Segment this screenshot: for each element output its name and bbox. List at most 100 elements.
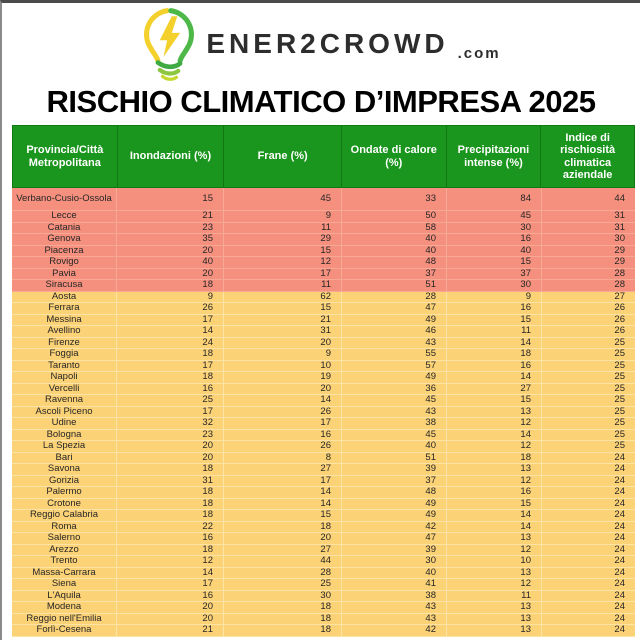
table-row: Reggio nell'Emilia 20 18 43 13 24: [12, 613, 635, 625]
value-cell: 37: [447, 268, 542, 280]
value-cell: 23: [117, 222, 224, 234]
value-cell: 20: [117, 613, 224, 625]
value-cell: 44: [542, 188, 635, 211]
value-cell: 35: [117, 234, 224, 246]
province-cell: Reggio nell'Emilia: [12, 613, 117, 625]
value-cell: 30: [447, 222, 542, 234]
value-cell: 12: [447, 475, 542, 487]
province-cell: Messina: [12, 314, 117, 326]
table-row: Arezzo 18 27 39 12 24: [12, 544, 635, 556]
value-cell: 47: [342, 533, 447, 545]
value-cell: 16: [447, 303, 542, 315]
value-cell: 14: [447, 521, 542, 533]
value-cell: 31: [542, 211, 635, 223]
value-cell: 13: [447, 406, 542, 418]
value-cell: 17: [117, 579, 224, 591]
value-cell: 16: [117, 383, 224, 395]
table-row: Savona 18 27 39 13 24: [12, 464, 635, 476]
brand-name: ENER2CROWD: [206, 28, 449, 59]
province-cell: Forlì-Cesena: [12, 625, 117, 637]
province-cell: Siracusa: [12, 280, 117, 292]
value-cell: 19: [224, 372, 342, 384]
value-cell: 24: [542, 602, 635, 614]
value-cell: 44: [224, 556, 342, 568]
value-cell: 25: [542, 395, 635, 407]
value-cell: 25: [224, 579, 342, 591]
value-cell: 18: [117, 510, 224, 522]
province-cell: Modena: [12, 602, 117, 614]
brand-logo: ENER2CROWD .com: [2, 7, 640, 81]
value-cell: 17: [224, 475, 342, 487]
table-row: Crotone 18 14 49 15 24: [12, 498, 635, 510]
province-cell: Pavia: [12, 268, 117, 280]
table-row: Ravenna 25 14 45 15 25: [12, 395, 635, 407]
value-cell: 45: [447, 211, 542, 223]
table-row: L'Aquila 16 30 38 11 24: [12, 590, 635, 602]
value-cell: 16: [117, 590, 224, 602]
value-cell: 10: [447, 556, 542, 568]
table-row: Vercelli 16 20 36 27 25: [12, 383, 635, 395]
value-cell: 18: [224, 602, 342, 614]
value-cell: 12: [447, 579, 542, 591]
value-cell: 43: [342, 406, 447, 418]
value-cell: 18: [447, 452, 542, 464]
value-cell: 11: [447, 326, 542, 338]
value-cell: 62: [224, 291, 342, 303]
value-cell: 24: [542, 521, 635, 533]
value-cell: 24: [542, 625, 635, 637]
province-cell: Arezzo: [12, 544, 117, 556]
value-cell: 9: [117, 291, 224, 303]
value-cell: 14: [447, 337, 542, 349]
value-cell: 40: [447, 245, 542, 257]
value-cell: 15: [447, 314, 542, 326]
value-cell: 13: [447, 464, 542, 476]
province-cell: Bari: [12, 452, 117, 464]
column-header-precipitazioni: Precipitazioni intense (%): [447, 126, 542, 187]
value-cell: 26: [224, 406, 342, 418]
value-cell: 43: [342, 337, 447, 349]
value-cell: 22: [117, 521, 224, 533]
table-row: Pavia 20 17 37 37 28: [12, 268, 635, 280]
value-cell: 24: [542, 498, 635, 510]
value-cell: 27: [224, 544, 342, 556]
table-row: Genova 35 29 40 16 30: [12, 234, 635, 246]
table-row: Aosta 9 62 28 9 27: [12, 291, 635, 303]
value-cell: 24: [542, 556, 635, 568]
table-row: Verbano-Cusio-Ossola 15 45 33 84 44: [12, 188, 635, 211]
value-cell: 20: [224, 383, 342, 395]
value-cell: 38: [342, 590, 447, 602]
value-cell: 29: [542, 257, 635, 269]
table-row: Avellino 14 31 46 11 26: [12, 326, 635, 338]
province-cell: La Spezia: [12, 441, 117, 453]
page-title: RISCHIO CLIMATICO D’IMPRESA 2025: [46, 84, 596, 119]
value-cell: 15: [447, 395, 542, 407]
column-header-inondazioni: Inondazioni (%): [118, 126, 225, 187]
value-cell: 18: [224, 625, 342, 637]
value-cell: 12: [447, 418, 542, 430]
table-row: Catania 23 11 58 30 31: [12, 222, 635, 234]
value-cell: 31: [117, 475, 224, 487]
province-cell: Napoli: [12, 372, 117, 384]
value-cell: 18: [117, 372, 224, 384]
value-cell: 17: [117, 360, 224, 372]
table-row: Napoli 18 19 49 14 25: [12, 372, 635, 384]
value-cell: 11: [224, 222, 342, 234]
value-cell: 27: [224, 464, 342, 476]
province-cell: Catania: [12, 222, 117, 234]
value-cell: 36: [342, 383, 447, 395]
value-cell: 16: [117, 533, 224, 545]
value-cell: 48: [342, 257, 447, 269]
value-cell: 24: [117, 337, 224, 349]
province-cell: Ascoli Piceno: [12, 406, 117, 418]
table-row: Massa-Carrara 14 28 40 13 24: [12, 567, 635, 579]
value-cell: 28: [542, 280, 635, 292]
value-cell: 9: [224, 349, 342, 361]
province-cell: Bologna: [12, 429, 117, 441]
value-cell: 26: [542, 326, 635, 338]
value-cell: 31: [542, 222, 635, 234]
column-header-ondate-di-calore: Ondate di calore (%): [342, 126, 447, 187]
value-cell: 45: [342, 429, 447, 441]
value-cell: 21: [224, 314, 342, 326]
value-cell: 13: [447, 533, 542, 545]
